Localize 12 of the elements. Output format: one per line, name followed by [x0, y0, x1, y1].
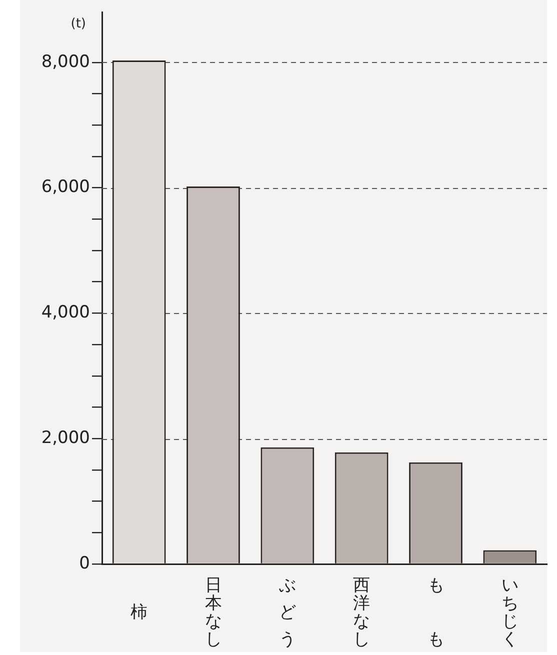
x-tick-label: いちじく	[501, 575, 518, 650]
x-tick-label: 西洋なし	[353, 575, 370, 650]
x-tick-label: 柿	[130, 602, 148, 622]
y-axis-title: (t)	[70, 16, 86, 32]
category-label: もも	[427, 575, 444, 650]
x-tick-label: 日本なし	[204, 575, 222, 650]
y-tick-label: 6,000	[41, 177, 90, 198]
x-tick-label: ぶどう	[278, 575, 296, 650]
y-tick-label: 8,000	[41, 52, 90, 72]
y-tick-label: 0	[79, 553, 90, 574]
y-tick-label: 4,000	[41, 302, 90, 323]
y-tick-label: 2,000	[41, 428, 90, 448]
